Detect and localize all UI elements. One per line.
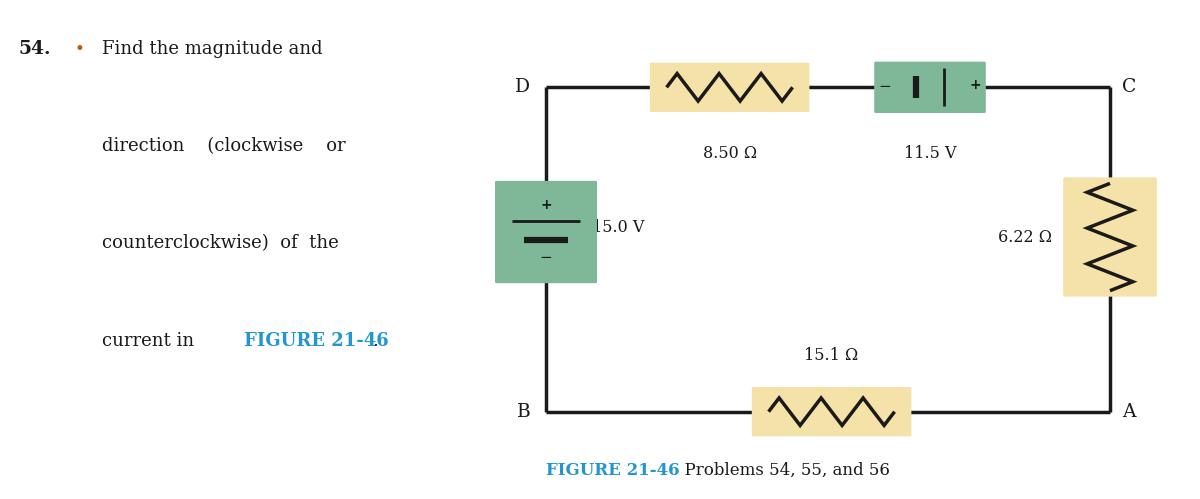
FancyBboxPatch shape bbox=[751, 387, 912, 436]
Text: −: − bbox=[540, 250, 552, 265]
Text: 8.50 Ω: 8.50 Ω bbox=[702, 145, 757, 162]
Text: +: + bbox=[540, 198, 552, 212]
Text: FIGURE 21-46: FIGURE 21-46 bbox=[546, 462, 679, 479]
FancyBboxPatch shape bbox=[650, 63, 809, 112]
FancyBboxPatch shape bbox=[1063, 177, 1157, 296]
Text: 11.5 V: 11.5 V bbox=[904, 145, 956, 162]
Text: Problems 54, 55, and 56: Problems 54, 55, and 56 bbox=[674, 462, 890, 479]
Text: counterclockwise)  of  the: counterclockwise) of the bbox=[102, 235, 338, 252]
Text: .: . bbox=[372, 332, 378, 350]
FancyBboxPatch shape bbox=[874, 62, 986, 113]
Text: Find the magnitude and: Find the magnitude and bbox=[102, 40, 323, 58]
Text: D: D bbox=[515, 78, 530, 96]
Text: 6.22 Ω: 6.22 Ω bbox=[998, 229, 1052, 246]
Text: FIGURE 21-46: FIGURE 21-46 bbox=[244, 332, 389, 350]
Text: 54.: 54. bbox=[18, 40, 50, 58]
Text: −: − bbox=[878, 79, 890, 94]
Text: 15.1 Ω: 15.1 Ω bbox=[804, 347, 859, 364]
Text: •: • bbox=[74, 40, 84, 58]
FancyBboxPatch shape bbox=[496, 181, 598, 283]
Text: direction    (clockwise    or: direction (clockwise or bbox=[102, 137, 346, 155]
Text: C: C bbox=[1122, 78, 1136, 96]
Text: 15.0 V: 15.0 V bbox=[592, 219, 644, 236]
Text: +: + bbox=[970, 78, 982, 92]
Text: B: B bbox=[517, 403, 530, 421]
Text: current in: current in bbox=[102, 332, 200, 350]
Text: A: A bbox=[1122, 403, 1135, 421]
